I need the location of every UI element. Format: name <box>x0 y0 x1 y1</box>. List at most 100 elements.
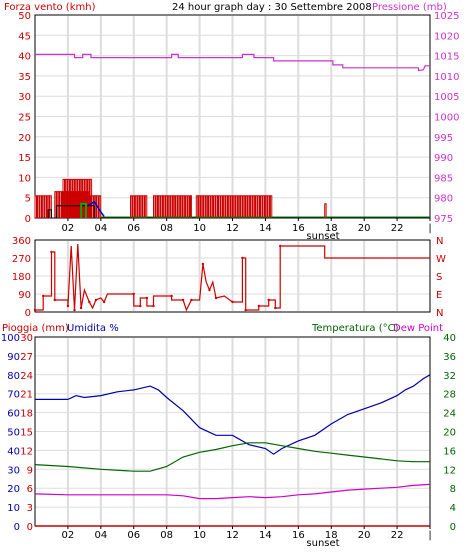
direction-point <box>88 300 91 304</box>
pressure-axis-label: Pressione (mb) <box>372 2 447 13</box>
direction-point <box>190 298 193 302</box>
x-tick-label: 12 <box>226 530 239 541</box>
x-tick-label: 18 <box>325 223 338 234</box>
direction-y-tick-label: 270 <box>12 254 31 265</box>
wind-y-tick-label: 0 <box>25 214 31 225</box>
rain-y-tick-label: 3 <box>27 503 33 514</box>
x-tick-label: 12 <box>226 223 239 234</box>
wind-axis-label: Forza vento (kmh) <box>4 2 96 13</box>
humidity-y-tick-label: 10 <box>7 503 20 514</box>
x-tick-label: 14 <box>259 223 272 234</box>
rain-y-tick-label: 27 <box>20 352 33 363</box>
direction-point <box>244 308 247 312</box>
pressure-y-tick-label: 1000 <box>434 113 459 124</box>
temperature-line <box>34 442 430 472</box>
chart-title: 24 hour graph day : 30 Settembre 2008 <box>172 2 372 13</box>
rain-y-tick-label: 21 <box>20 390 33 401</box>
wind-y-tick-label: 10 <box>18 173 31 184</box>
humidity-y-tick-label: 80 <box>7 371 20 382</box>
temperature-y-tick-label: 4 <box>450 503 456 514</box>
direction-point <box>181 298 185 302</box>
dewpoint-line <box>34 483 431 500</box>
rain-y-tick-label: 6 <box>27 484 33 495</box>
direction-panel-frame <box>34 239 431 313</box>
humidity-y-tick-label: 50 <box>7 428 20 439</box>
compass-label: N <box>436 308 443 319</box>
wind-direction-trace <box>87 200 105 217</box>
compass-label: W <box>436 254 446 265</box>
direction-y-tick-label: 360 <box>12 236 31 247</box>
temperature-y-tick-label: 16 <box>443 446 456 457</box>
x-tick-label: 02 <box>62 223 75 234</box>
rain-y-tick-label: 15 <box>20 428 33 439</box>
wind-y-tick-label: 40 <box>18 52 31 63</box>
direction-point <box>145 296 149 300</box>
wind-bar <box>62 178 93 218</box>
temperature-y-tick-label: 0 <box>450 522 456 533</box>
humidity-line <box>35 374 431 455</box>
rain-y-tick-label: 9 <box>27 465 33 476</box>
x-tick-label: 04 <box>94 223 107 234</box>
wind-bar <box>324 203 327 218</box>
direction-point <box>267 298 270 302</box>
x-tick-label: 14 <box>259 530 272 541</box>
pressure-y-tick-label: 975 <box>434 214 453 225</box>
x-tick-label: 10 <box>193 223 206 234</box>
wind-y-tick-label: 35 <box>18 72 31 83</box>
temperature-y-tick-label: 36 <box>443 352 456 363</box>
compass-label: E <box>436 290 442 301</box>
x-tick-label: 02 <box>62 530 75 541</box>
temperature-y-tick-label: 32 <box>443 371 456 382</box>
wind-bar <box>130 195 148 218</box>
x-tick-label: 16 <box>292 530 305 541</box>
direction-point <box>241 256 244 260</box>
pressure-y-tick-label: 980 <box>434 194 453 205</box>
temperature-y-tick-label: 20 <box>443 428 456 439</box>
sunset-label: sunset <box>306 231 339 242</box>
humidity-y-tick-label: 70 <box>7 390 20 401</box>
wind-bar <box>34 195 52 218</box>
wind-y-tick-label: 20 <box>18 133 31 144</box>
humidity-y-tick-label: 30 <box>7 465 20 476</box>
pressure-y-tick-label: 985 <box>434 173 453 184</box>
wind-bar <box>195 195 273 218</box>
direction-point <box>42 294 45 298</box>
pressure-y-tick-label: 1025 <box>434 11 459 22</box>
direction-point <box>152 304 155 308</box>
humidity-y-tick-label: 90 <box>7 352 20 363</box>
x-tick-label: 08 <box>160 223 173 234</box>
pressure-y-tick-label: 990 <box>434 153 453 164</box>
wind-y-tick-label: 45 <box>18 31 31 42</box>
x-tick-label: 22 <box>391 223 404 234</box>
wind-y-tick-label: 5 <box>25 194 31 205</box>
x-tick-label: 04 <box>94 530 107 541</box>
direction-y-tick-label: 180 <box>12 272 31 283</box>
temperature-y-tick-label: 24 <box>443 409 456 420</box>
rain-axis-label: Pioggia (mm) <box>2 323 69 334</box>
humidity-y-tick-label: 40 <box>7 446 20 457</box>
compass-label: S <box>436 272 442 283</box>
x-tick-label: 06 <box>127 223 140 234</box>
pressure-y-tick-label: 1005 <box>434 92 459 103</box>
wind-y-tick-label: 30 <box>18 92 31 103</box>
direction-point <box>257 304 261 308</box>
direction-point <box>73 308 76 312</box>
wind-bar <box>88 195 102 218</box>
wind-bar <box>153 195 192 218</box>
humidity-axis-label: Umidita % <box>67 323 119 334</box>
direction-point <box>132 292 135 296</box>
rain-y-tick-label: 12 <box>20 446 33 457</box>
direction-point <box>139 304 142 308</box>
x-tick-label: 20 <box>358 530 371 541</box>
compass-label: N <box>436 236 443 247</box>
temperature-y-tick-label: 12 <box>443 465 456 476</box>
rain-y-tick-label: 18 <box>20 409 33 420</box>
direction-point <box>279 244 282 248</box>
direction-point <box>231 300 234 304</box>
pressure-y-tick-label: 1015 <box>434 52 459 63</box>
humidity-y-tick-label: 0 <box>14 522 20 533</box>
rain-y-tick-label: 24 <box>20 371 33 382</box>
x-tick-label: 06 <box>127 530 140 541</box>
humidity-y-tick-label: 100 <box>1 333 20 344</box>
x-tick-label: 08 <box>160 530 173 541</box>
